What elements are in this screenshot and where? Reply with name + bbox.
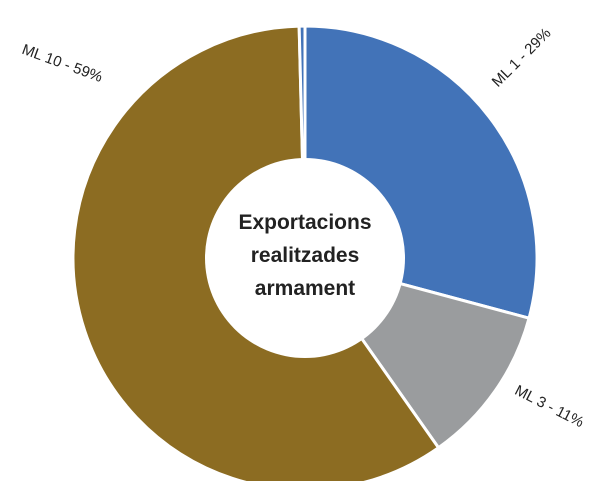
slice-label-ml-1: ML 1 - 29% (489, 25, 555, 91)
slice-label-ml-3: ML 3 - 11% (512, 382, 587, 431)
center-title-line-1: Exportacions (238, 211, 371, 234)
center-title-line-3: armament (255, 277, 355, 300)
slice-label-ml-10: ML 10 - 59% (20, 41, 105, 86)
donut-hole (205, 158, 405, 358)
center-title-line-2: realitzades (251, 244, 360, 267)
